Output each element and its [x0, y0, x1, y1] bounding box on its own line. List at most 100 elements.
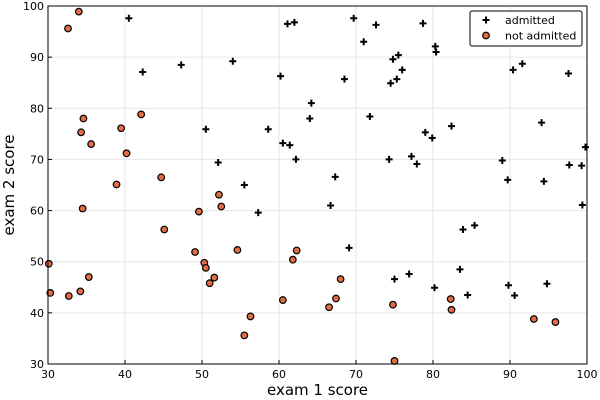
not-admitted-point — [215, 190, 223, 199]
not-admitted-point — [46, 289, 55, 297]
admitted-point — [306, 115, 314, 123]
admitted-point — [407, 152, 415, 160]
admitted-point — [240, 181, 248, 189]
admitted-point — [509, 66, 517, 74]
admitted-point — [327, 201, 335, 209]
admitted-point — [292, 155, 300, 163]
legend: admitted not admitted — [469, 10, 583, 47]
admitted-point — [504, 176, 512, 184]
x-tick-label: 80 — [426, 368, 440, 381]
admitted-point — [279, 139, 287, 147]
not-admitted-point — [84, 273, 93, 281]
admitted-point — [214, 158, 222, 166]
not-admitted-point — [278, 296, 287, 304]
plot-frame — [47, 5, 588, 365]
admitted-point — [229, 57, 237, 65]
x-tick-label: 60 — [272, 368, 286, 381]
not-admitted-point — [78, 204, 87, 213]
admitted-point — [394, 51, 402, 59]
admitted-point — [431, 284, 439, 292]
not-admitted-point — [87, 140, 96, 148]
x-tick-label: 40 — [118, 368, 132, 381]
y-tick-label: 90 — [30, 51, 44, 64]
y-axis-label: exam 2 score — [0, 134, 18, 235]
admitted-point — [405, 270, 413, 278]
not-admitted-point — [529, 315, 538, 323]
admitted-point — [413, 160, 421, 168]
admitted-point — [518, 60, 526, 68]
admitted-point — [538, 119, 546, 127]
admitted-point — [428, 134, 436, 142]
legend-marker — [482, 31, 490, 40]
x-tick-label: 90 — [503, 368, 517, 381]
not-admitted-point — [233, 246, 242, 254]
legend-label: not admitted — [505, 30, 576, 43]
series-admitted — [125, 14, 589, 299]
y-tick-label: 70 — [30, 153, 44, 166]
not-admitted-point — [390, 357, 399, 365]
admitted-point — [393, 75, 401, 83]
not-admitted-point — [217, 202, 226, 211]
not-admitted-point — [64, 24, 72, 33]
not-admitted-point — [201, 263, 210, 272]
series-not-admitted — [44, 7, 560, 365]
not-admitted-point — [325, 303, 333, 312]
admitted-point — [385, 155, 393, 163]
not-admitted-point — [205, 279, 214, 288]
not-admitted-point — [446, 295, 455, 303]
admitted-point — [387, 79, 395, 87]
not-admitted-point — [292, 246, 301, 255]
x-tick-label: 50 — [195, 368, 209, 381]
admitted-point — [391, 275, 398, 283]
x-axis-label: exam 1 score — [267, 381, 368, 399]
admitted-point — [447, 122, 455, 130]
admitted-point — [432, 48, 440, 56]
y-tick-label: 60 — [30, 205, 44, 218]
admitted-point — [340, 75, 348, 83]
y-tick-label: 30 — [30, 358, 44, 371]
legend-box — [469, 10, 583, 47]
not-admitted-point — [157, 173, 166, 182]
y-tick-label: 80 — [30, 102, 44, 115]
not-admitted-point — [137, 110, 146, 119]
legend-marker — [482, 16, 490, 24]
admitted-point — [307, 99, 315, 107]
x-axis-ticks: 30 40 50 60 70 80 90 100 — [41, 360, 598, 381]
data-points — [44, 7, 589, 365]
admitted-point — [283, 20, 291, 28]
not-admitted-point — [246, 312, 255, 321]
y-tick-label: 40 — [30, 307, 44, 320]
not-admitted-point — [332, 294, 340, 303]
y-axis-ticks: 30 40 50 60 70 80 90 100 — [23, 0, 52, 371]
y-tick-label: 50 — [30, 256, 44, 269]
legend-label: admitted — [505, 14, 555, 27]
not-admitted-point — [336, 275, 345, 284]
admitted-point — [578, 162, 586, 170]
not-admitted-point — [447, 305, 456, 314]
not-admitted-point — [389, 300, 397, 309]
admitted-point — [471, 221, 479, 229]
not-admitted-point — [117, 124, 126, 133]
not-admitted-point — [74, 7, 83, 16]
grid — [47, 5, 588, 365]
not-admitted-point — [240, 331, 249, 340]
not-admitted-point — [77, 128, 86, 137]
admitted-point — [419, 19, 427, 27]
admitted-point — [254, 209, 262, 217]
admitted-point — [277, 72, 285, 80]
x-tick-label: 100 — [577, 368, 598, 381]
x-tick-label: 70 — [349, 368, 363, 381]
admitted-point — [139, 68, 147, 76]
admitted-point — [177, 61, 185, 69]
admitted-point — [540, 177, 548, 185]
admitted-point — [360, 38, 368, 46]
admitted-point — [543, 280, 551, 288]
admitted-point — [264, 125, 272, 133]
admitted-point — [504, 281, 512, 289]
not-admitted-point — [112, 180, 121, 189]
not-admitted-point — [288, 255, 297, 264]
admitted-point — [511, 291, 519, 299]
admitted-point — [202, 125, 210, 133]
admitted-point — [331, 173, 339, 181]
not-admitted-point — [210, 273, 219, 282]
